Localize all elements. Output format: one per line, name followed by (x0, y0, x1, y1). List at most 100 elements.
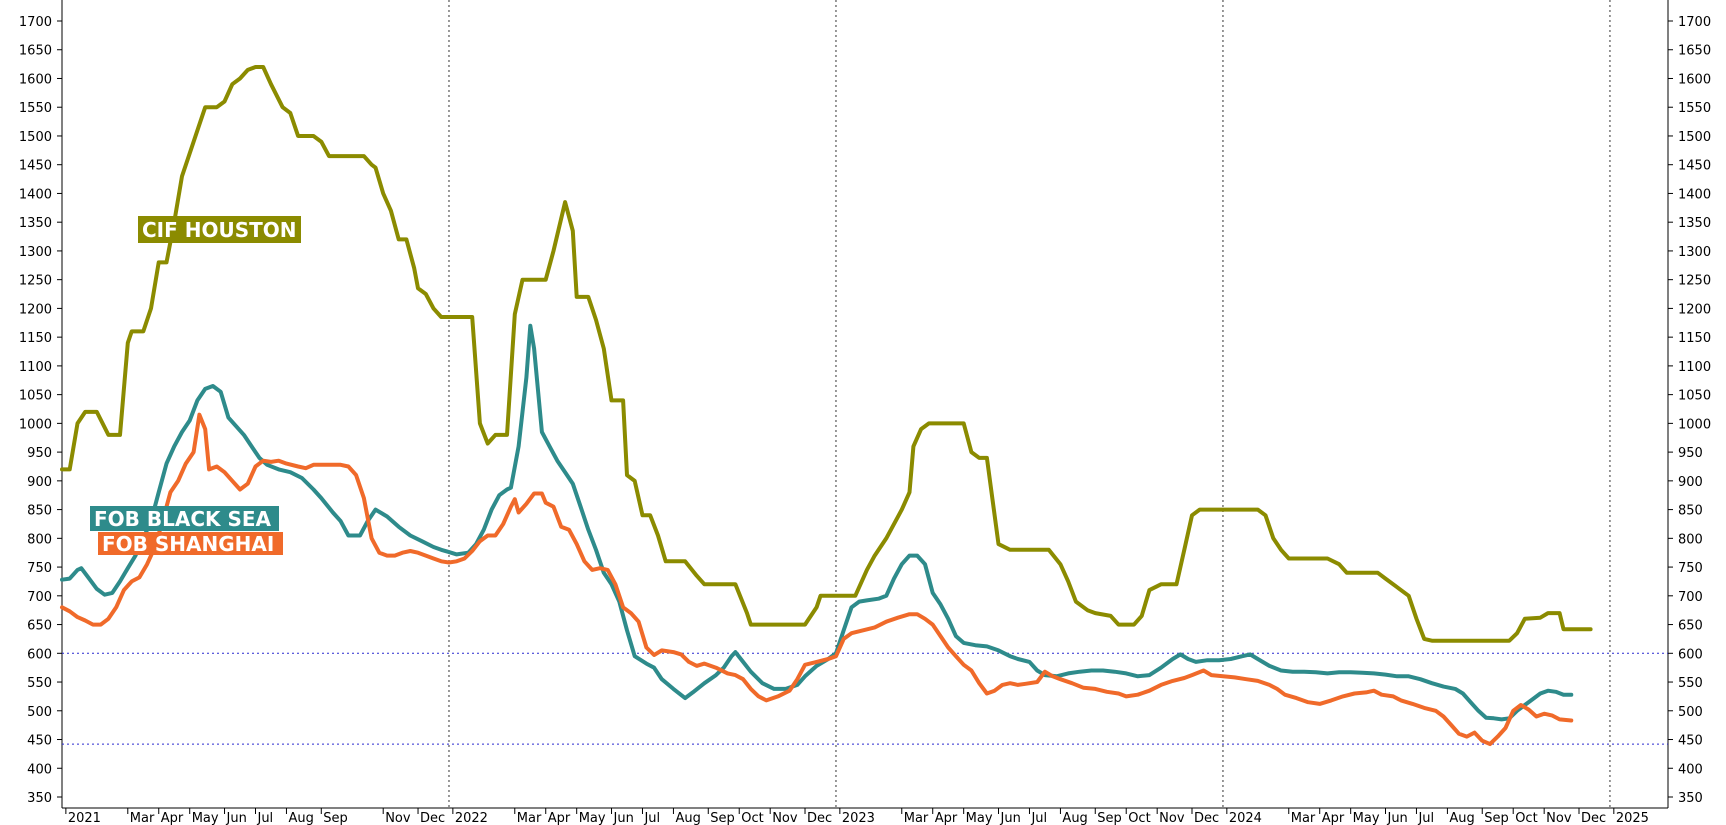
y-tick-label-right: 500 (1678, 705, 1703, 720)
x-tick-label: Jul (643, 811, 660, 825)
y-tick-label-left: 1600 (19, 72, 52, 87)
x-tick-label: Apr (1322, 811, 1345, 825)
legend-swatch-cif-houston (138, 216, 301, 243)
x-tick-label: May (966, 811, 993, 825)
x-tick-label: 2024 (1229, 811, 1262, 825)
y-tick-label-right: 1500 (1678, 130, 1711, 145)
x-tick-label: Oct (741, 811, 763, 825)
legend-swatch-fob-black-sea (90, 506, 279, 531)
y-tick-label-left: 1300 (19, 245, 52, 260)
x-tick-label: Dec (1581, 811, 1606, 825)
y-tick-label-left: 1150 (19, 331, 52, 346)
y-axis-left: 350 400 450 500 550 600 650 700 750 800 850 900 950 1… (19, 15, 62, 806)
y-tick-label-left: 600 (27, 647, 52, 662)
x-tick-label: 2022 (455, 811, 488, 825)
y-tick-label-left: 700 (27, 590, 52, 605)
y-tick-label-right: 1150 (1678, 331, 1711, 346)
series-line-fob-black-sea (60, 323, 1574, 722)
x-tick-label: Mar (517, 811, 542, 825)
x-tick-label: Nov (1159, 811, 1185, 825)
y-tick-label-right: 1550 (1678, 101, 1711, 116)
y-tick-label-left: 1550 (19, 101, 52, 116)
legend-label-cif-houston: CIF HOUSTON (142, 218, 297, 242)
x-tick-label: 2023 (842, 811, 875, 825)
x-tick-label: May (1353, 811, 1380, 825)
x-tick-label: Mar (1291, 811, 1316, 825)
y-tick-label-left: 1450 (19, 159, 52, 174)
y-tick-label-left: 900 (27, 475, 52, 490)
y-tick-label-left: 1250 (19, 274, 52, 289)
x-tick-label: Dec (807, 811, 832, 825)
legend-label-fob-black-sea: FOB BLACK SEA (94, 507, 272, 531)
x-tick-label: Nov (1546, 811, 1572, 825)
y-tick-label-right: 450 (1678, 734, 1703, 749)
y-tick-label-right: 1100 (1678, 360, 1711, 375)
y-tick-label-right: 800 (1678, 532, 1703, 547)
x-tick-label: Mar (130, 811, 155, 825)
plot-frame (61, 0, 1669, 809)
y-tick-label-left: 1200 (19, 302, 52, 317)
y-tick-label-right: 1350 (1678, 216, 1711, 231)
x-tick-label: Dec (1194, 811, 1219, 825)
y-tick-label-left: 800 (27, 532, 52, 547)
series-lines (60, 65, 1593, 747)
x-tick-label: Sep (710, 811, 735, 825)
gridlines (62, 0, 1668, 808)
y-tick-label-left: 1050 (19, 389, 52, 404)
x-tick-label: Jul (1030, 811, 1047, 825)
y-tick-label-right: 550 (1678, 676, 1703, 691)
y-tick-label-left: 1650 (19, 44, 52, 59)
y-tick-label-right: 700 (1678, 590, 1703, 605)
x-tick-label: Jul (256, 811, 273, 825)
x-tick-label: Oct (1128, 811, 1150, 825)
x-tick-label: Jun (226, 811, 247, 825)
y-tick-label-right: 650 (1678, 619, 1703, 634)
y-tick-label-right: 1050 (1678, 389, 1711, 404)
y-tick-label-left: 650 (27, 619, 52, 634)
y-tick-label-right: 900 (1678, 475, 1703, 490)
x-tick-label: 2021 (68, 811, 101, 825)
x-tick-label: Nov (772, 811, 798, 825)
x-tick-label: Sep (1097, 811, 1122, 825)
x-tick-label: Aug (288, 811, 313, 825)
y-axis-right: 350 400 450 500 550 600 650 700 750 800 850 900 950 1… (1668, 15, 1711, 806)
x-tick-label: May (579, 811, 606, 825)
x-tick-label: Dec (420, 811, 445, 825)
y-tick-label-right: 1600 (1678, 72, 1711, 87)
y-tick-label-left: 1400 (19, 187, 52, 202)
x-tick-label: Apr (935, 811, 958, 825)
x-tick-label: Nov (385, 811, 411, 825)
y-tick-label-left: 950 (27, 446, 52, 461)
y-tick-label-right: 750 (1678, 561, 1703, 576)
x-tick-label: Oct (1515, 811, 1537, 825)
x-tick-label: Aug (675, 811, 700, 825)
y-tick-label-right: 1450 (1678, 159, 1711, 174)
x-tick-label: Jul (1417, 811, 1434, 825)
series-line-fob-shanghai (60, 412, 1574, 747)
x-tick-label: May (192, 811, 219, 825)
y-tick-label-left: 1350 (19, 216, 52, 231)
y-tick-label-right: 1300 (1678, 245, 1711, 260)
y-tick-label-right: 1700 (1678, 15, 1711, 30)
x-tick-label: Sep (1484, 811, 1509, 825)
x-tick-label: Apr (161, 811, 184, 825)
y-tick-label-right: 1000 (1678, 417, 1711, 432)
legend-item-fob-shanghai: FOB SHANGHAI (98, 532, 283, 556)
y-tick-label-left: 1000 (19, 417, 52, 432)
x-tick-label: Mar (904, 811, 929, 825)
legend: CIF HOUSTON FOB BLACK SEA FOB SHANGHAI (90, 216, 301, 556)
y-tick-label-left: 500 (27, 705, 52, 720)
legend-item-cif-houston: CIF HOUSTON (138, 216, 301, 243)
y-tick-label-right: 400 (1678, 762, 1703, 777)
legend-item-fob-black-sea: FOB BLACK SEA (90, 506, 279, 531)
y-tick-label-left: 400 (27, 762, 52, 777)
y-tick-label-right: 350 (1678, 791, 1703, 806)
y-tick-label-left: 350 (27, 791, 52, 806)
x-tick-label: Aug (1449, 811, 1474, 825)
y-tick-label-right: 600 (1678, 647, 1703, 662)
y-tick-label-right: 1400 (1678, 187, 1711, 202)
y-tick-label-right: 1650 (1678, 44, 1711, 59)
y-tick-label-left: 1700 (19, 15, 52, 30)
y-tick-label-left: 1500 (19, 130, 52, 145)
